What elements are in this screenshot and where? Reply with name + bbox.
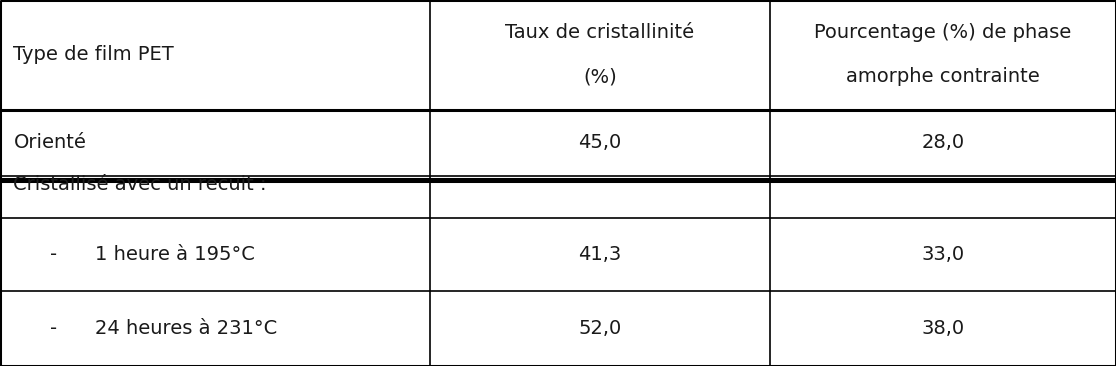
Text: 41,3: 41,3: [578, 245, 622, 264]
Text: 24 heures à 231°C: 24 heures à 231°C: [95, 319, 277, 338]
Text: Type de film PET: Type de film PET: [13, 45, 174, 64]
Text: Cristallisé avec un recuit :: Cristallisé avec un recuit :: [13, 175, 267, 194]
Text: Pourcentage (%) de phase

amorphe contrainte: Pourcentage (%) de phase amorphe contrai…: [815, 23, 1071, 86]
Text: 45,0: 45,0: [578, 133, 622, 152]
Text: 1 heure à 195°C: 1 heure à 195°C: [95, 245, 254, 264]
Text: Taux de cristallinité

(%): Taux de cristallinité (%): [506, 23, 694, 86]
Text: 38,0: 38,0: [922, 319, 964, 338]
Text: -: -: [50, 319, 57, 338]
Text: 52,0: 52,0: [578, 319, 622, 338]
Text: 28,0: 28,0: [922, 133, 964, 152]
Text: Orienté: Orienté: [13, 133, 86, 152]
Text: -: -: [50, 245, 57, 264]
Text: 33,0: 33,0: [922, 245, 964, 264]
